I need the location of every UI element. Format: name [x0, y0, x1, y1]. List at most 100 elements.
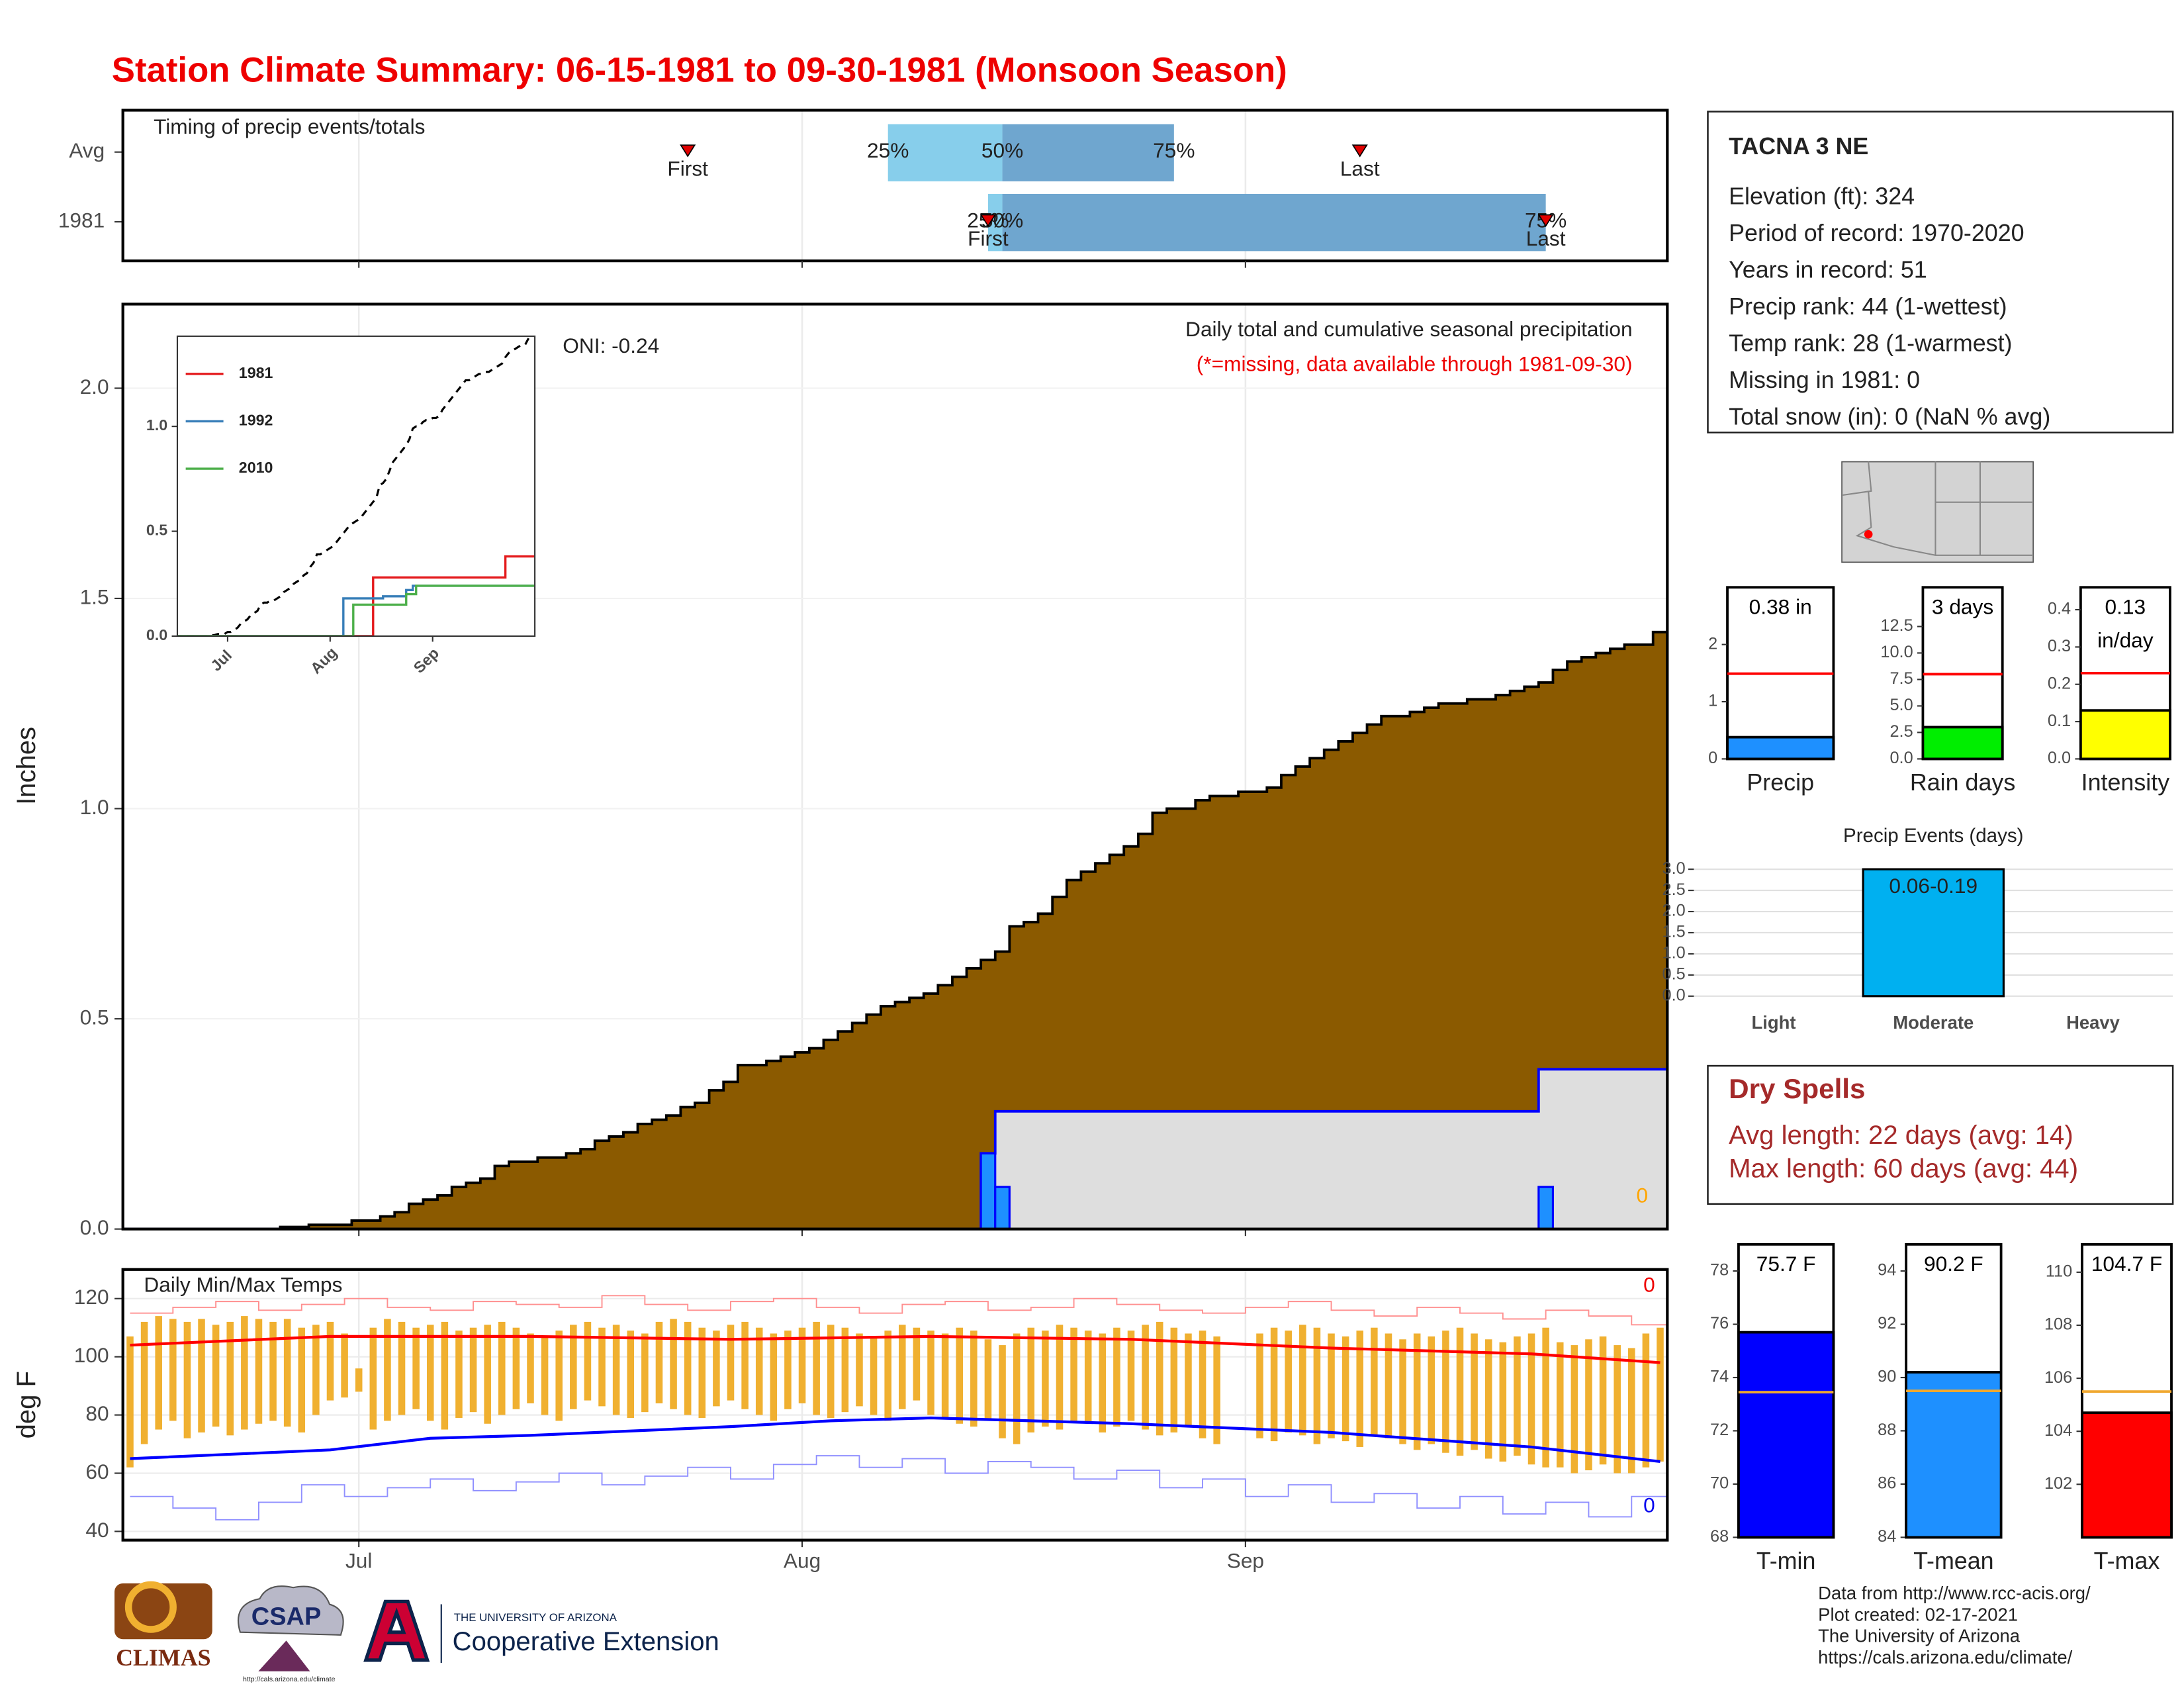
station-line: Years in record: 51	[1729, 257, 1927, 283]
legend-label: 1992	[239, 412, 273, 429]
temp-range-bar	[1514, 1336, 1521, 1456]
temp-range-bar	[1285, 1331, 1292, 1432]
temp-range-bar	[598, 1327, 606, 1407]
temp-range-bar	[1585, 1339, 1592, 1471]
note: (*=missing, data available through 1981-…	[1197, 352, 1633, 376]
y-tick-label: 7.5	[1889, 669, 1913, 688]
temp-range-bar	[183, 1321, 191, 1438]
temp-range-bar	[441, 1321, 449, 1430]
value-label-box: 0.13 in/day	[2097, 596, 2153, 653]
y-tick-label: 0.0	[80, 1215, 109, 1239]
station-box	[1707, 111, 2174, 434]
y-tick-label: 0.0	[2048, 749, 2071, 767]
bar	[1862, 868, 2005, 998]
y-tick-label: 106	[2044, 1368, 2072, 1387]
temp-range-bar	[899, 1325, 906, 1409]
temp-range-bar	[469, 1327, 477, 1413]
station-line: Temp rank: 28 (1-warmest)	[1729, 330, 2012, 356]
value-label: 104.7 F	[2091, 1252, 2163, 1277]
x-tick-label: Light	[1752, 1012, 1796, 1033]
temp-range-bar	[426, 1325, 434, 1421]
temp-range-bar	[684, 1321, 692, 1415]
temp-range-bar	[1127, 1331, 1135, 1421]
y-tick-label: 72	[1710, 1421, 1729, 1439]
missing-count: 0	[1637, 1184, 1649, 1207]
y-tick-label: 88	[1878, 1421, 1896, 1439]
event-marker	[979, 214, 997, 227]
temp-range-bar	[1385, 1333, 1392, 1438]
panel-title: Daily Min/Max Temps	[144, 1272, 342, 1296]
temp-range-bar	[1471, 1333, 1478, 1450]
quartile-bar	[987, 193, 1003, 252]
y-tick-label: 110	[2046, 1262, 2072, 1281]
temp-range-bar	[1556, 1342, 1564, 1468]
category-label: T-min	[1756, 1548, 1816, 1574]
temp-range-bar	[1456, 1327, 1464, 1456]
temp-range-bar	[956, 1327, 964, 1424]
y-axis-label: deg F	[12, 1371, 41, 1438]
event-marker	[680, 144, 696, 158]
temp-range-bar	[384, 1319, 391, 1421]
y-tick-label: 78	[1710, 1261, 1729, 1280]
record-line	[130, 1455, 1668, 1521]
y-tick-label: 40	[85, 1518, 109, 1542]
inset-bg	[177, 336, 535, 636]
inset-series-line	[177, 585, 535, 636]
csap-url: http://cals.arizona.edu/climate	[243, 1675, 336, 1683]
inset	[177, 336, 535, 636]
temp-range-bar	[169, 1319, 177, 1421]
y-tick-label: 0	[1708, 749, 1717, 767]
temp-range-bar	[283, 1319, 291, 1427]
temp-range-bar	[1142, 1325, 1149, 1430]
quartile-bar	[1002, 124, 1174, 181]
temp-range-bar	[584, 1321, 592, 1401]
quantile-label: 50%	[981, 138, 1023, 162]
event-marker	[1537, 214, 1554, 227]
temp-range-bar	[941, 1333, 949, 1418]
inset-border	[176, 335, 536, 637]
bar	[1905, 1371, 2003, 1539]
y-tick-label: 104	[2044, 1421, 2072, 1440]
temp-plot	[122, 1269, 1668, 1540]
station-lines: Elevation (ft): 324 Period of record: 197…	[1729, 183, 2050, 430]
y-tick-label: 68	[1710, 1527, 1729, 1546]
temp-range-bar	[927, 1331, 934, 1415]
inset-y-tick-label: 0.0	[146, 626, 167, 643]
inset-series-line	[177, 585, 535, 636]
temp-range-bar	[1657, 1327, 1664, 1462]
y-tick-label: 10.0	[1880, 643, 1913, 661]
temp-range-bar	[641, 1333, 649, 1413]
normal-line	[130, 1416, 1661, 1464]
temp-range-bar	[813, 1321, 820, 1415]
university-text: THE UNIVERSITY OF ARIZONA	[454, 1611, 617, 1624]
temp-range-bar	[1270, 1327, 1278, 1442]
y-tick-label: 80	[85, 1401, 109, 1425]
footer-line: Data from http://www.rcc-acis.org/	[1818, 1583, 2091, 1603]
y-tick-label: 94	[1878, 1261, 1896, 1280]
temp-range-bar	[555, 1331, 563, 1421]
daily-bar	[994, 1186, 1011, 1229]
y-tick-label: 1.5	[1662, 923, 1686, 941]
temp-range-bar	[1642, 1333, 1650, 1468]
bar	[1921, 726, 2004, 761]
temp-range-bar	[1542, 1327, 1549, 1468]
y-tick-label: 86	[1878, 1474, 1896, 1493]
value-label-box: 104.7 F	[2091, 1252, 2163, 1277]
temp-range-bar	[612, 1325, 620, 1415]
category-label: T-max	[2094, 1548, 2160, 1574]
temp-range-bar	[1399, 1339, 1406, 1444]
record-line	[130, 1295, 1668, 1326]
y-tick-label: 70	[1710, 1474, 1729, 1493]
temp-range-bar	[412, 1327, 420, 1409]
footer-line: Plot created: 02-17-2021	[1818, 1604, 2018, 1624]
temp-range-bar	[841, 1327, 849, 1413]
y-tick-label: 0.0	[1889, 749, 1913, 767]
y-tick-label: 92	[1878, 1314, 1896, 1333]
category-label: Rain days	[1910, 769, 2015, 796]
temp-range-bar	[298, 1327, 306, 1432]
y-tick-label: 2.5	[1889, 722, 1913, 741]
temp-range-bar	[498, 1321, 506, 1415]
temp-range-bar	[484, 1325, 491, 1424]
y-tick-label: 0.1	[2048, 712, 2071, 730]
temp-range-bar	[741, 1321, 749, 1409]
